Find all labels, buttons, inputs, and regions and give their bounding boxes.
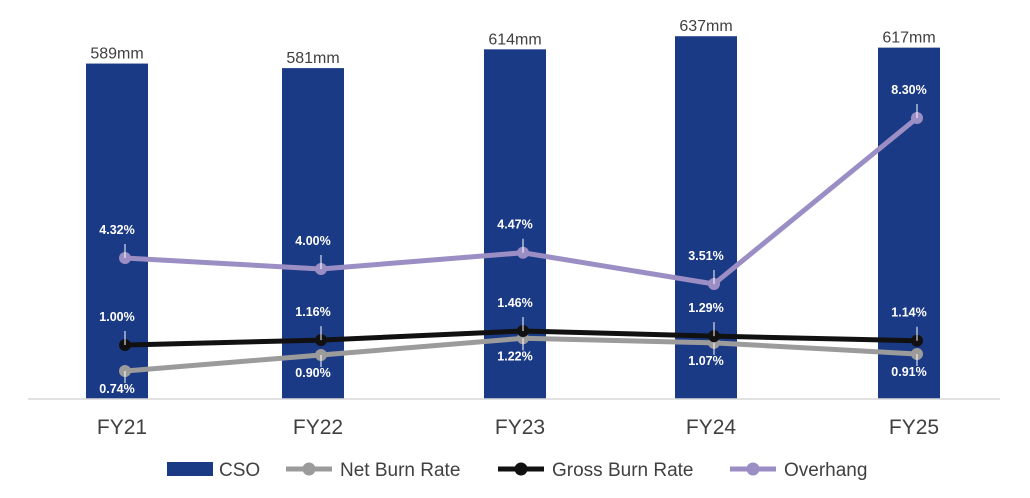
label-net-burn-rate-fy22: 0.90% xyxy=(295,366,330,380)
legend-label-net-burn-rate: Net Burn Rate xyxy=(340,460,460,481)
label-overhang-fy21: 4.32% xyxy=(99,223,134,237)
x-tick-fy22: FY22 xyxy=(293,416,343,439)
label-gross-burn-rate-fy25: 1.14% xyxy=(891,306,926,320)
bar-label-fy24: 637mm xyxy=(679,18,732,35)
legend-label-overhang: Overhang xyxy=(784,460,867,481)
x-tick-fy23: FY23 xyxy=(495,416,545,439)
label-net-burn-rate-fy24: 1.07% xyxy=(688,354,723,368)
label-gross-burn-rate-fy21: 1.00% xyxy=(99,310,134,324)
legend-item-gross-burn-rate: Gross Burn Rate xyxy=(498,460,694,481)
legend-swatch-cso xyxy=(167,462,213,476)
x-tick-fy21: FY21 xyxy=(97,416,147,439)
x-tick-fy25: FY25 xyxy=(889,416,939,439)
x-tick-labels: FY21 FY22 FY23 FY24 FY25 xyxy=(97,416,939,439)
label-gross-burn-rate-fy24: 1.29% xyxy=(688,301,723,315)
x-tick-fy24: FY24 xyxy=(686,416,737,439)
bar-label-fy21: 589mm xyxy=(90,46,143,63)
label-net-burn-rate-fy21: 0.74% xyxy=(99,382,134,396)
bar-label-fy25: 617mm xyxy=(882,30,935,47)
label-net-burn-rate-fy25: 0.91% xyxy=(891,365,926,379)
legend: CSO Net Burn Rate Gross Burn Rate Overhang xyxy=(167,460,867,481)
legend-marker-net-burn-rate xyxy=(302,462,316,476)
legend-marker-gross-burn-rate xyxy=(514,462,528,476)
legend-label-gross-burn-rate: Gross Burn Rate xyxy=(552,460,694,481)
legend-item-overhang: Overhang xyxy=(730,460,867,481)
labels-layer: 589mm 581mm 614mm 637mm 617mm 0.74% 0.90% 1.22%… xyxy=(90,18,935,396)
bar-label-fy23: 614mm xyxy=(488,31,541,48)
bar-label-fy22: 581mm xyxy=(286,50,339,67)
label-overhang-fy24: 3.51% xyxy=(688,249,723,263)
legend-marker-overhang xyxy=(746,462,760,476)
label-gross-burn-rate-fy23: 1.46% xyxy=(497,296,532,310)
bar-fy25 xyxy=(878,47,940,399)
point-overhang-fy23 xyxy=(517,246,529,259)
legend-item-cso: CSO xyxy=(167,460,260,481)
label-gross-burn-rate-fy22: 1.16% xyxy=(295,305,330,319)
label-net-burn-rate-fy23: 1.22% xyxy=(497,349,532,363)
label-overhang-fy23: 4.47% xyxy=(497,218,532,232)
label-overhang-fy25: 8.30% xyxy=(891,83,926,97)
legend-label-cso: CSO xyxy=(219,460,260,481)
bar-fy22 xyxy=(282,68,344,400)
legend-item-net-burn-rate: Net Burn Rate xyxy=(286,460,460,481)
label-overhang-fy22: 4.00% xyxy=(295,234,330,248)
